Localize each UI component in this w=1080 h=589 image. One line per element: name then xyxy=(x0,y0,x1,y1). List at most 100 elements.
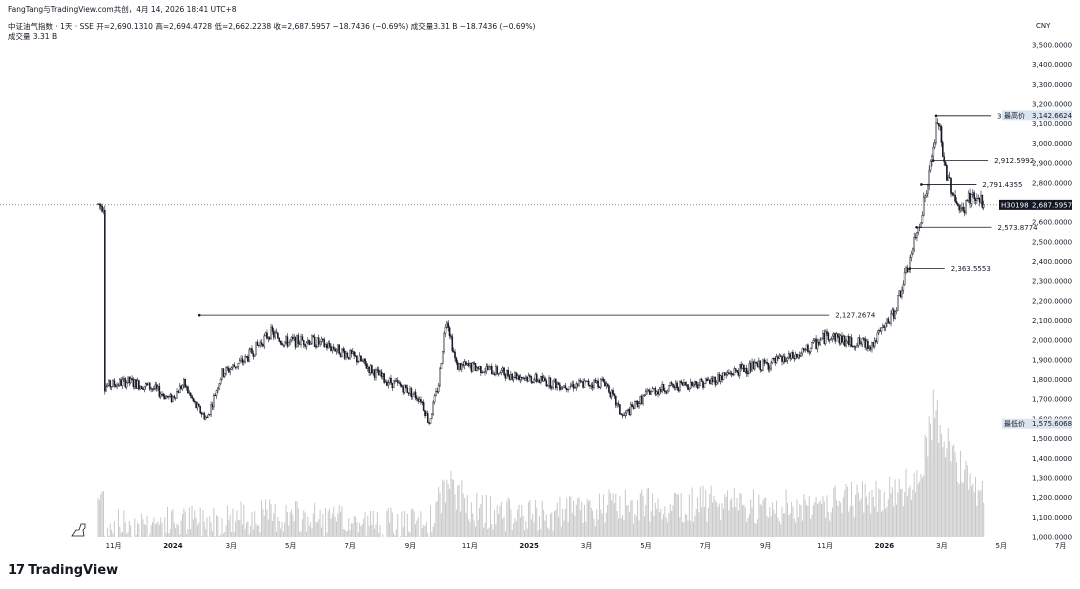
volume-bar xyxy=(224,532,226,537)
volume-bar xyxy=(314,503,316,537)
volume-bar xyxy=(514,517,516,537)
candle-body xyxy=(822,333,824,339)
candle-body xyxy=(386,381,388,386)
candle-body xyxy=(854,346,857,348)
volume-bar xyxy=(919,481,921,537)
candle-body xyxy=(347,356,350,360)
volume-bar xyxy=(288,525,290,537)
tradingview-logo[interactable]: 17 TradingView xyxy=(8,563,118,578)
volume-bar xyxy=(823,501,825,537)
volume-bar xyxy=(304,512,306,537)
candle-body xyxy=(685,384,688,386)
volume-bar xyxy=(816,504,818,537)
volume-bar xyxy=(472,513,474,537)
candle-body xyxy=(426,412,429,423)
volume-bar xyxy=(436,500,438,537)
candle-body xyxy=(807,344,809,352)
candle-body xyxy=(651,388,654,392)
volume-bar xyxy=(547,527,549,537)
candle-body xyxy=(887,318,890,324)
candle-body xyxy=(942,142,944,157)
candle-body xyxy=(538,380,541,383)
candle-body xyxy=(455,357,458,363)
volume-bar xyxy=(241,524,243,537)
candle-body xyxy=(698,385,700,389)
volume-bar xyxy=(940,433,942,537)
candle-body xyxy=(977,197,980,199)
candle-body xyxy=(767,362,770,370)
volume-bar xyxy=(153,517,155,537)
volume-bar xyxy=(622,514,624,537)
volume-bar xyxy=(335,521,337,537)
volume-bar xyxy=(623,519,625,537)
candle-body xyxy=(827,332,830,340)
volume-bar xyxy=(101,491,103,537)
volume-bar xyxy=(559,496,561,537)
candle-body xyxy=(256,341,259,346)
candle-body xyxy=(976,197,978,201)
volume-bar xyxy=(939,425,941,537)
volume-bar xyxy=(491,523,493,537)
volume-bar xyxy=(801,520,803,537)
candle-body xyxy=(229,369,231,373)
candle-body xyxy=(875,340,877,342)
volume-bar xyxy=(885,508,887,537)
candle-body xyxy=(129,378,132,383)
candle-body xyxy=(982,204,985,208)
candle-body xyxy=(593,379,595,388)
volume-bar xyxy=(395,529,397,537)
y-tick-label: 3,400.0000 xyxy=(1032,61,1072,69)
candle-body xyxy=(529,375,531,377)
volume-bar xyxy=(365,535,367,537)
candle-body xyxy=(625,410,628,414)
volume-bar xyxy=(773,509,775,537)
volume-bar xyxy=(196,525,198,537)
volume-bar xyxy=(953,444,955,537)
candle-body xyxy=(234,366,237,368)
volume-bar xyxy=(763,498,765,537)
candle-body xyxy=(605,383,608,387)
volume-bar xyxy=(202,510,204,537)
volume-bar xyxy=(825,517,827,537)
volume-bar xyxy=(853,517,855,537)
y-tick-label: 1,500.0000 xyxy=(1032,435,1072,443)
candle-body xyxy=(899,290,902,297)
volume-bar xyxy=(620,517,622,537)
candle-body xyxy=(813,338,816,341)
candle-body xyxy=(172,395,174,402)
candle-body xyxy=(803,348,805,351)
y-tick-label: 2,500.0000 xyxy=(1032,238,1072,246)
candle-body xyxy=(352,351,354,354)
volume-bar xyxy=(927,456,929,537)
volume-bar xyxy=(141,513,143,537)
candle-body xyxy=(931,156,933,162)
candle-body xyxy=(324,344,327,347)
volume-bar xyxy=(769,507,771,537)
candle-body xyxy=(845,340,847,347)
volume-bar xyxy=(248,534,250,537)
candle-body xyxy=(342,348,345,352)
volume-bar xyxy=(438,486,440,537)
volume-bar xyxy=(503,516,505,537)
price-chart[interactable]: CNY 3,500.0000 3,400.0000 3,300.0000 3,200.0… xyxy=(0,0,1080,560)
y-tick-label: 1,800.0000 xyxy=(1032,376,1072,384)
volume-bar xyxy=(893,506,895,537)
volume-bar xyxy=(370,511,372,537)
volume-bar xyxy=(717,507,719,537)
candle-body xyxy=(657,391,659,395)
candle-body xyxy=(846,336,849,342)
candle-body xyxy=(808,351,811,353)
candle-body xyxy=(728,372,730,374)
candle-body xyxy=(673,386,676,388)
volume-bar xyxy=(901,488,903,537)
volume-bar xyxy=(164,517,166,537)
candle-body xyxy=(721,375,723,380)
candle-body xyxy=(260,342,263,345)
candle-body xyxy=(719,375,722,382)
volume-bar xyxy=(323,536,325,537)
candle-body xyxy=(207,414,210,418)
volume-bar xyxy=(707,507,709,537)
candle-body xyxy=(771,358,774,364)
volume-bar xyxy=(461,479,463,537)
volume-bar xyxy=(544,520,546,537)
